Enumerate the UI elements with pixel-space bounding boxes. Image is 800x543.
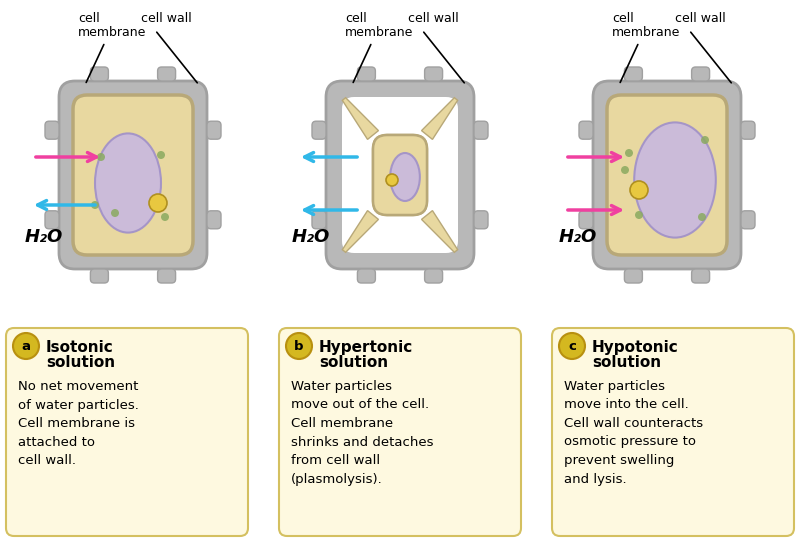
- FancyBboxPatch shape: [552, 328, 794, 536]
- Circle shape: [149, 194, 167, 212]
- Circle shape: [698, 213, 706, 221]
- Text: cell wall: cell wall: [408, 12, 458, 25]
- Text: Water particles
move out of the cell.
Cell membrane
shrinks and detaches
from ce: Water particles move out of the cell. Ce…: [291, 380, 434, 485]
- Text: Hypertonic: Hypertonic: [319, 340, 414, 355]
- FancyBboxPatch shape: [207, 211, 221, 229]
- FancyBboxPatch shape: [373, 135, 427, 215]
- FancyBboxPatch shape: [579, 211, 593, 229]
- Ellipse shape: [390, 153, 420, 201]
- FancyBboxPatch shape: [425, 67, 442, 81]
- Circle shape: [630, 181, 648, 199]
- FancyBboxPatch shape: [90, 269, 109, 283]
- Text: Isotonic: Isotonic: [46, 340, 114, 355]
- Text: c: c: [568, 339, 576, 352]
- FancyBboxPatch shape: [45, 211, 59, 229]
- Polygon shape: [422, 211, 458, 252]
- Text: No net movement
of water particles.
Cell membrane is
attached to
cell wall.: No net movement of water particles. Cell…: [18, 380, 139, 467]
- FancyBboxPatch shape: [45, 121, 59, 139]
- Text: solution: solution: [319, 355, 388, 370]
- Text: H₂O: H₂O: [292, 228, 330, 246]
- Circle shape: [91, 201, 99, 209]
- FancyBboxPatch shape: [474, 121, 488, 139]
- FancyBboxPatch shape: [425, 269, 442, 283]
- FancyBboxPatch shape: [607, 95, 727, 255]
- FancyBboxPatch shape: [474, 211, 488, 229]
- FancyBboxPatch shape: [312, 211, 326, 229]
- Text: H₂O: H₂O: [559, 228, 598, 246]
- FancyBboxPatch shape: [624, 67, 642, 81]
- Circle shape: [111, 209, 119, 217]
- FancyBboxPatch shape: [373, 135, 427, 215]
- FancyBboxPatch shape: [6, 328, 248, 536]
- FancyBboxPatch shape: [579, 121, 593, 139]
- Text: cell wall: cell wall: [675, 12, 726, 25]
- Circle shape: [635, 211, 643, 219]
- Text: cell wall: cell wall: [141, 12, 192, 25]
- Text: H₂O: H₂O: [25, 228, 63, 246]
- FancyBboxPatch shape: [358, 67, 375, 81]
- FancyBboxPatch shape: [624, 269, 642, 283]
- FancyBboxPatch shape: [207, 121, 221, 139]
- FancyBboxPatch shape: [691, 269, 710, 283]
- FancyBboxPatch shape: [73, 95, 193, 255]
- Text: Water particles
move into the cell.
Cell wall counteracts
osmotic pressure to
pr: Water particles move into the cell. Cell…: [564, 380, 703, 485]
- FancyBboxPatch shape: [741, 211, 755, 229]
- Polygon shape: [342, 98, 378, 140]
- Circle shape: [97, 153, 105, 161]
- Polygon shape: [342, 211, 378, 252]
- Text: solution: solution: [592, 355, 661, 370]
- Polygon shape: [422, 98, 458, 140]
- Text: Hypotonic: Hypotonic: [592, 340, 678, 355]
- FancyBboxPatch shape: [741, 121, 755, 139]
- FancyBboxPatch shape: [158, 269, 176, 283]
- Text: a: a: [22, 339, 30, 352]
- Circle shape: [386, 174, 398, 186]
- FancyBboxPatch shape: [326, 81, 474, 269]
- Circle shape: [559, 333, 585, 359]
- Circle shape: [13, 333, 39, 359]
- Text: solution: solution: [46, 355, 115, 370]
- FancyBboxPatch shape: [158, 67, 176, 81]
- FancyBboxPatch shape: [691, 67, 710, 81]
- Text: cell
membrane: cell membrane: [345, 12, 414, 39]
- FancyBboxPatch shape: [312, 121, 326, 139]
- Text: b: b: [294, 339, 304, 352]
- Circle shape: [701, 136, 709, 144]
- Circle shape: [625, 149, 633, 157]
- Circle shape: [286, 333, 312, 359]
- Circle shape: [161, 213, 169, 221]
- FancyBboxPatch shape: [59, 81, 207, 269]
- FancyBboxPatch shape: [593, 81, 741, 269]
- Text: cell
membrane: cell membrane: [78, 12, 146, 39]
- FancyBboxPatch shape: [90, 67, 109, 81]
- Text: cell
membrane: cell membrane: [612, 12, 680, 39]
- FancyBboxPatch shape: [279, 328, 521, 536]
- Circle shape: [621, 166, 629, 174]
- Ellipse shape: [95, 134, 161, 232]
- Circle shape: [157, 151, 165, 159]
- FancyBboxPatch shape: [342, 97, 458, 253]
- Ellipse shape: [634, 122, 716, 238]
- FancyBboxPatch shape: [358, 269, 375, 283]
